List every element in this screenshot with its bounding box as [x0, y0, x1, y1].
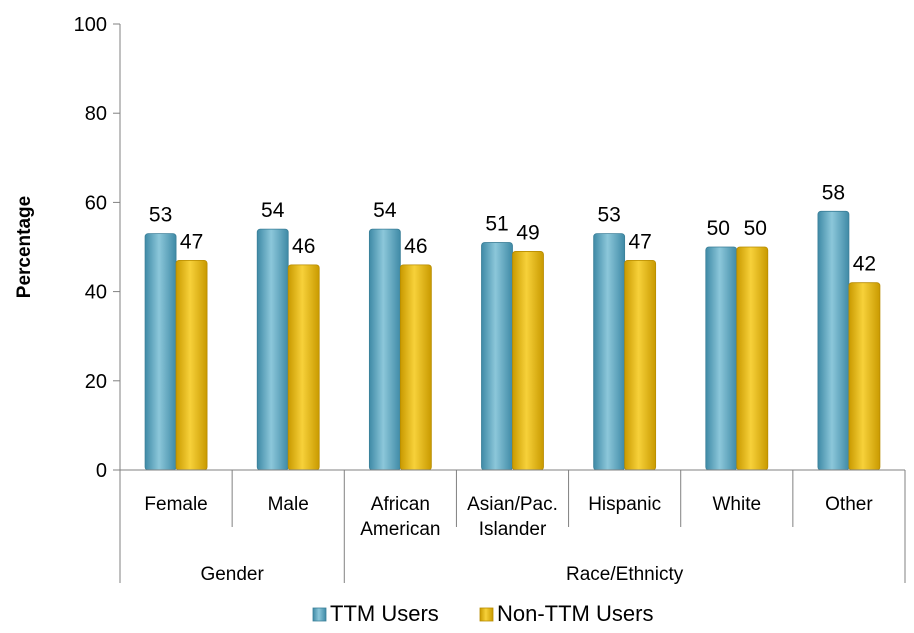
- category-label: American: [360, 519, 440, 540]
- category-label: White: [712, 494, 761, 515]
- category-label: Hispanic: [588, 494, 661, 515]
- y-tick-label: 60: [85, 192, 107, 214]
- bar-non-ttm: [736, 246, 769, 471]
- legend-label: TTM Users: [330, 601, 439, 626]
- data-label: 53: [149, 204, 172, 227]
- legend-swatch: [312, 607, 327, 622]
- bar-ttm: [481, 242, 513, 471]
- y-tick-label: 40: [85, 282, 107, 304]
- group-label: Gender: [200, 564, 264, 585]
- y-tick-label: 20: [85, 371, 107, 393]
- data-label: 58: [822, 181, 845, 204]
- bar-ttm: [817, 210, 850, 471]
- bar-ttm: [368, 228, 401, 471]
- group-label: Race/Ethnicty: [566, 564, 684, 585]
- category-label: Islander: [479, 519, 547, 540]
- y-tick-label: 0: [96, 460, 107, 482]
- x-axis: Female Male African American Asian/Pac. Islan…: [119, 469, 906, 585]
- data-label: 47: [180, 230, 203, 253]
- data-label: 54: [261, 199, 285, 222]
- bar-non-ttm: [287, 264, 320, 471]
- data-label: 46: [404, 235, 427, 258]
- bar-non-ttm: [624, 259, 657, 471]
- data-label: 42: [853, 253, 876, 276]
- y-axis-label: Percentage: [14, 196, 35, 298]
- bar-ttm: [705, 246, 738, 471]
- y-tick-label: 80: [85, 103, 107, 125]
- data-label: 49: [516, 221, 539, 244]
- legend-swatch: [479, 607, 494, 622]
- bar-non-ttm: [512, 251, 544, 471]
- bar-ttm: [593, 233, 626, 471]
- y-axis: 0 20 40 60 80 100: [74, 14, 121, 482]
- bar-ttm: [256, 228, 289, 471]
- legend-label: Non-TTM Users: [497, 601, 653, 626]
- category-label: Other: [825, 494, 873, 515]
- data-label: 51: [485, 213, 508, 236]
- y-tick-label: 100: [74, 14, 107, 36]
- bar-ttm: [144, 233, 177, 471]
- bar-non-ttm: [175, 259, 208, 471]
- data-label: 47: [628, 230, 651, 253]
- data-labels: 53 54 54 51 53 50 58 47 46 46 49 47 50 42: [149, 181, 876, 275]
- data-label: 46: [292, 235, 315, 258]
- bar-non-ttm: [848, 282, 881, 471]
- category-label: African: [371, 494, 430, 515]
- data-label: 50: [744, 217, 767, 240]
- data-label: 54: [373, 199, 397, 222]
- bar-non-ttm: [399, 264, 432, 471]
- category-label: Female: [144, 494, 207, 515]
- bars: [144, 210, 881, 471]
- category-label: Male: [268, 494, 309, 515]
- data-label: 50: [707, 217, 730, 240]
- data-label: 53: [597, 204, 620, 227]
- category-label: Asian/Pac.: [467, 494, 558, 515]
- legend: TTM Users Non-TTM Users: [312, 601, 653, 626]
